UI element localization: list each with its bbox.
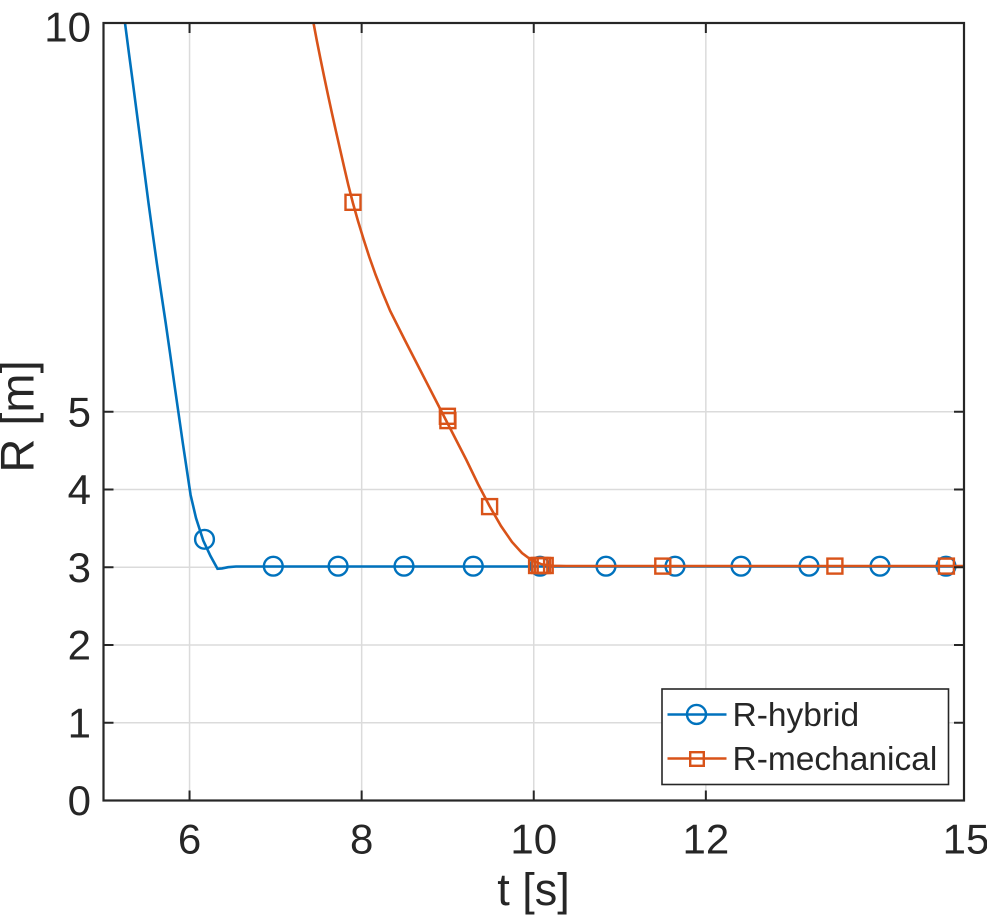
svg-text:15: 15 bbox=[943, 816, 987, 863]
svg-text:R-hybrid: R-hybrid bbox=[733, 697, 860, 734]
svg-text:8: 8 bbox=[350, 816, 373, 863]
svg-text:R [m]: R [m] bbox=[0, 360, 44, 472]
svg-text:10: 10 bbox=[44, 4, 91, 51]
svg-text:R-mechanical: R-mechanical bbox=[733, 741, 938, 778]
svg-text:0: 0 bbox=[68, 777, 91, 824]
svg-text:t [s]: t [s] bbox=[497, 864, 570, 915]
svg-text:12: 12 bbox=[682, 816, 729, 863]
svg-text:5: 5 bbox=[68, 388, 91, 435]
svg-text:10: 10 bbox=[510, 816, 557, 863]
svg-text:6: 6 bbox=[178, 816, 201, 863]
svg-text:3: 3 bbox=[68, 544, 91, 591]
svg-text:1: 1 bbox=[68, 699, 91, 746]
svg-text:2: 2 bbox=[68, 622, 91, 669]
svg-text:4: 4 bbox=[68, 466, 91, 513]
